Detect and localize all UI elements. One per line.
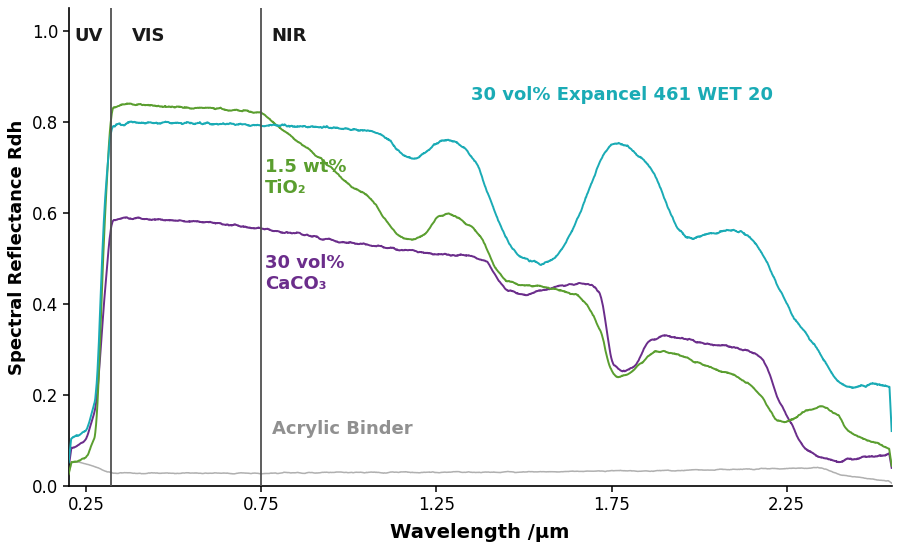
Text: NIR: NIR [272,28,307,46]
Y-axis label: Spectral Reflectance Rdh: Spectral Reflectance Rdh [8,119,26,375]
X-axis label: Wavelength /μm: Wavelength /μm [391,522,570,542]
Text: 30 vol% Expancel 461 WET 20: 30 vol% Expancel 461 WET 20 [472,86,773,103]
Text: 30 vol%
CaCO₃: 30 vol% CaCO₃ [265,254,345,293]
Text: VIS: VIS [131,28,166,46]
Text: 1.5 wt%
TiO₂: 1.5 wt% TiO₂ [265,158,346,197]
Text: UV: UV [74,28,103,46]
Text: Acrylic Binder: Acrylic Binder [272,420,412,438]
